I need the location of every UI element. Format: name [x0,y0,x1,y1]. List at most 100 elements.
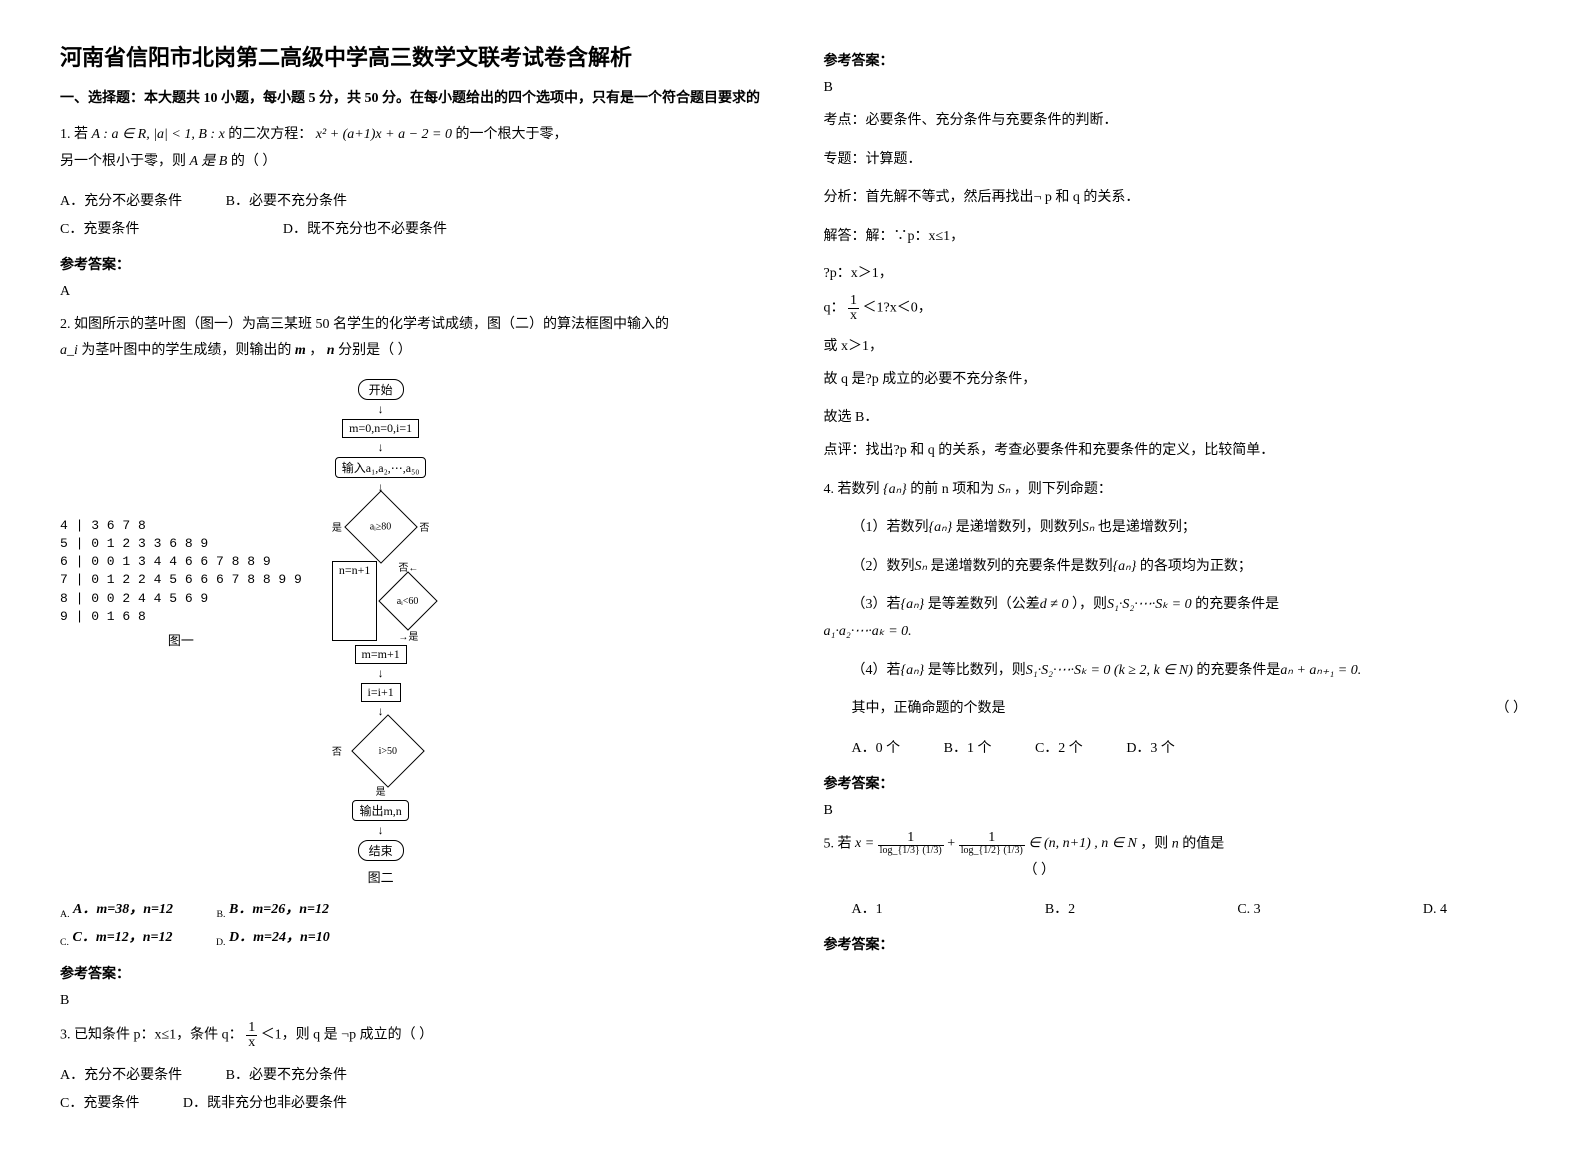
fraction-icon: 1 x [848,294,859,323]
left-column: 河南省信阳市北岗第二高级中学高三数学文联考试卷含解析 一、选择题：本大题共 10… [60,40,764,1124]
q3-opt-d: D．既非充分也非必要条件 [183,1090,347,1118]
q2-answer-head: 参考答案： [60,963,764,983]
flow-no: 否 [419,519,429,534]
flow-d2: aᵢ<60 [379,571,438,630]
caption-1: 图一 [60,630,302,649]
q1-opt-c: C．充要条件 [60,216,139,244]
q2-math: n [327,343,335,358]
q4-p4: （4）若{aₙ} 是等比数列，则S₁·S₂·⋯·Sₖ = 0 (k ≥ 2, k… [852,658,1528,685]
q3-jieda: 故选 B． [824,406,1528,426]
q2-text: 分别是（ ） [338,343,412,358]
q2-math: a_i [60,343,78,358]
q2-opt-c: C. C．m=12，n=12 [60,924,172,952]
q4-options: A．0 个 B．1 个 C．2 个 D．3 个 [852,735,1528,763]
q2-text: 2. 如图所示的茎叶图（图一）为高三某班 50 名学生的化学考试成绩，图（二）的… [60,317,669,332]
right-column: 参考答案： B 考点：必要条件、充分条件与充要条件的判断． 专题：计算题． 分析… [824,40,1528,1124]
q1-text: 另一个根小于零，则 [60,154,186,169]
q1-opt-b: B．必要不充分条件 [226,188,347,216]
flow-no: 否 [332,743,342,758]
q3-kaodian: 考点：必要条件、充分条件与充要条件的判断． [824,108,1528,135]
section-heading: 一、选择题：本大题共 10 小题，每小题 5 分，共 50 分。在每小题给出的四… [60,88,764,110]
q2-answer: B [60,993,764,1009]
question-3: 3. 已知条件 p：x≤1，条件 q： 1 x ＜1，则 q 是 ¬p 成立的（… [60,1021,764,1050]
q3-text: 3. 已知条件 p：x≤1，条件 q： [60,1027,243,1042]
caption-2: 图二 [332,867,430,886]
q3-jieda: 故 q 是?p 成立的必要不充分条件， [824,367,1528,394]
q4-math: Sₙ [998,482,1011,497]
q3-jieda: q： 1 x ＜1?x＜0， [824,294,1528,323]
flow-out: 输出m,n [352,800,408,821]
q2-math: m [295,343,306,358]
q1-text: 的二次方程： [228,127,312,142]
flow-end: 结束 [358,840,404,861]
q3-fenxi: 分析：首先解不等式，然后再找出¬ p 和 q 的关系． [824,185,1528,212]
arrow-icon [332,440,430,455]
q3-dianping: 点评：找出?p 和 q 的关系，考查必要条件和充要条件的定义，比较简单． [824,438,1528,465]
q3-answer-head: 参考答案： [824,50,1528,70]
q4-opt-a: A．0 个 [852,735,901,763]
q1-text: 1. 若 [60,127,88,142]
q2-text: 为茎叶图中的学生成绩，则输出的 [81,343,291,358]
q5-options: A．1 B．2 C. 3 D. 4 [852,896,1528,924]
q3-opt-a: A．充分不必要条件 [60,1062,182,1090]
flow-yes: 是 [332,783,430,798]
stem-leaf-panel: 4 | 3 6 7 8 5 | 0 1 2 3 3 6 8 9 6 | 0 0 … [60,517,302,649]
flow-yes: 是 [408,632,418,643]
q3-jieda: 或 x＞1， [824,335,1528,355]
flow-init: m=0,n=0,i=1 [342,419,419,438]
q3-opt-c: C．充要条件 [60,1090,139,1118]
q4-p3: （3）若{aₙ} 是等差数列（公差d ≠ 0 ），则S₁·S₂·⋯·Sₖ = 0… [852,592,1528,645]
q2-opt-a: A. A．m=38，n=12 [60,896,173,924]
flow-mstep: m=m+1 [355,645,407,664]
arrow-icon [332,402,430,417]
question-2: 2. 如图所示的茎叶图（图一）为高三某班 50 名学生的化学考试成绩，图（二）的… [60,312,764,365]
q2-diagram: 4 | 3 6 7 8 5 | 0 1 2 3 3 6 8 9 6 | 0 0 … [60,377,764,886]
q2-opt-d: D. D．m=24，n=10 [216,924,330,952]
q1-math: A : a ∈ R, |a| < 1, B : x [92,127,225,142]
q3-jieda: 解答：解：∵p：x≤1， [824,224,1528,251]
q2-opt-b: B. B．m=26，n=12 [217,896,329,924]
q5-opt-a: A．1 [852,896,883,924]
q1-options: A．充分不必要条件 B．必要不充分条件 C．充要条件 D．既不充分也不必要条件 [60,188,764,244]
q1-answer-head: 参考答案： [60,254,764,274]
fraction-icon: 1 x [246,1021,257,1050]
q1-math: x² + (a+1)x + a − 2 = 0 [316,127,452,142]
q4-answer: B [824,803,1528,819]
flow-nstep: n=n+1 [332,561,378,641]
q3-jieda: ?p：x＞1， [824,262,1528,282]
q1-math: A 是 B [190,154,228,169]
q3-zhuanti: 专题：计算题． [824,147,1528,174]
fraction-icon: 1 log_{1/3} (1/3) [878,831,944,856]
q4-p1: （1）若数列{aₙ} 是递增数列，则数列Sₙ 也是递增数列； [852,515,1528,542]
q1-opt-d: D．既不充分也不必要条件 [283,216,447,244]
q4-opt-d: D．3 个 [1126,735,1175,763]
q1-answer: A [60,284,764,300]
q5-answer-head: 参考答案： [824,934,1528,954]
q4-tail: 其中，正确命题的个数是 （ ） [852,696,1528,723]
arrow-icon [332,704,430,719]
q5-opt-c: C. 3 [1237,896,1260,924]
q4-opt-b: B．1 个 [944,735,992,763]
q5-opt-d: D. 4 [1423,896,1447,924]
q5-opt-b: B．2 [1045,896,1075,924]
question-5: 5. 若 x = 1 log_{1/3} (1/3) + 1 log_{1/2}… [824,831,1528,885]
q3-opt-b: B．必要不充分条件 [226,1062,347,1090]
arrow-icon [332,823,430,838]
q3-answer: B [824,80,1528,96]
q3-text: ＜1，则 q 是 ¬p 成立的（ ） [261,1027,433,1042]
q4-opt-c: C．2 个 [1035,735,1083,763]
flow-yes: 是 [332,519,342,534]
q2-options: A. A．m=38，n=12 B. B．m=26，n=12 C. C．m=12，… [60,896,764,953]
q2-text: ， [309,343,323,358]
q1-text: 的一个根大于零， [455,127,567,142]
flow-input: 输入a₁,a₂,⋯,a₅₀ [335,457,427,478]
q4-answer-head: 参考答案： [824,773,1528,793]
fraction-icon: 1 log_{1/2} (1/3) [959,831,1025,856]
q3-options: A．充分不必要条件 B．必要不充分条件 C．充要条件 D．既非充分也非必要条件 [60,1062,764,1118]
q4-math: {aₙ} [883,482,907,497]
flow-start: 开始 [358,379,404,400]
flow-istep: i=i+1 [361,683,401,702]
question-4: 4. 若数列 {aₙ} 的前 n 项和为 Sₙ ，则下列命题： [824,477,1528,504]
stem-leaf: 4 | 3 6 7 8 5 | 0 1 2 3 3 6 8 9 6 | 0 0 … [60,517,302,626]
arrow-icon [332,666,430,681]
